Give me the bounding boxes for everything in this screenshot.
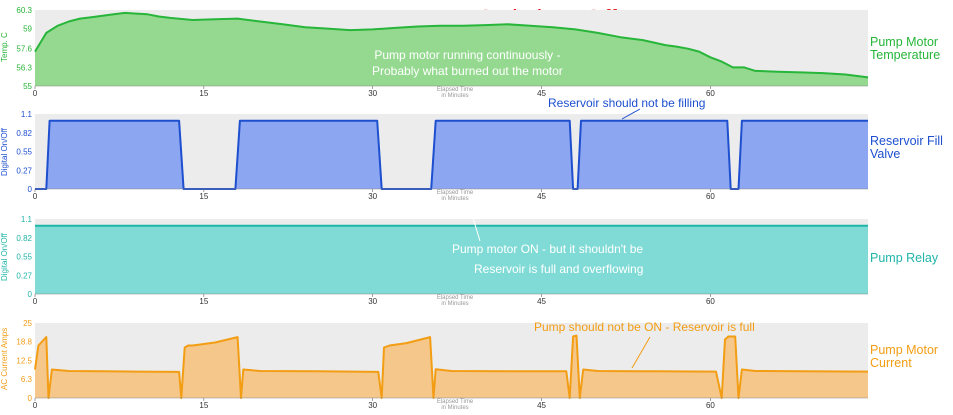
valve-y-tick-label: 0.55 xyxy=(16,148,32,157)
valve-x-axis-label-line1: Elapsed Time xyxy=(437,190,474,196)
relay-annotation: Pump motor ON - but it shouldn't be Rese… xyxy=(452,239,643,279)
temperature-annotation-line2: Probably what burned out the motor xyxy=(372,64,563,78)
valve-side-label-line1: Reservoir Fill xyxy=(870,134,943,148)
current-side-label-line1: Pump Motor xyxy=(870,343,939,357)
current-annotation: Pump should not be ON - Reservoir is ful… xyxy=(534,320,755,334)
current-x-tick-label: 60 xyxy=(706,401,715,410)
valve-x-tick-label: 60 xyxy=(706,192,715,201)
valve-y-tick-label: 0 xyxy=(28,185,33,194)
valve-side-label-line2: Valve xyxy=(870,147,901,161)
temperature-panel: 60.3 59 57.6 56.3 55 0 15 30 45 60 Elapsed Time in … xyxy=(0,0,953,100)
valve-annotation-pointer xyxy=(621,108,641,120)
valve-panel: 1.1 0.82 0.55 0.27 0 0 15 30 45 60 Elapsed Time in … xyxy=(0,96,953,205)
temperature-y-axis-label: Temp. C xyxy=(0,32,9,62)
relay-annotation-pointer xyxy=(472,217,481,242)
current-panel: 25 18.8 12.5 6.3 0 0 15 30 45 60 Elapsed Time in Mi… xyxy=(0,310,953,415)
current-x-axis-label-line1: Elapsed Time xyxy=(437,399,474,405)
relay-x-tick-label: 60 xyxy=(706,297,715,306)
valve-x-axis-label-line2: in Minutes xyxy=(441,196,468,202)
temperature-x-tick-label: 0 xyxy=(33,89,38,98)
relay-annotation-line1: Pump motor ON - but it shouldn't be xyxy=(452,242,644,256)
valve-y-tick-label: 0.27 xyxy=(16,167,32,176)
temperature-annotation: Pump motor running continuously - Probab… xyxy=(372,47,563,79)
temperature-y-tick-label: 55 xyxy=(23,82,32,91)
relay-x-axis-label-line1: Elapsed Time xyxy=(437,295,474,301)
current-x-tick-label: 15 xyxy=(199,401,208,410)
current-x-tick-label: 45 xyxy=(537,401,546,410)
temperature-chart: 60.3 59 57.6 56.3 550 15 30 45 60 Elapsed Timein … xyxy=(16,6,869,99)
temperature-x-tick-label: 30 xyxy=(368,89,377,98)
current-y-tick-label: 0 xyxy=(28,394,33,403)
current-series-line xyxy=(34,334,869,399)
relay-y-tick-label: 0.82 xyxy=(16,234,32,243)
current-x-tick-label: 0 xyxy=(33,401,38,410)
relay-chart: 1.1 0.82 0.55 0.27 00 15 30 45 60 Elapsed Timein … xyxy=(16,215,868,307)
temperature-x-tick-label: 45 xyxy=(537,89,546,98)
temperature-side-label-line2: Temperature xyxy=(870,48,941,62)
temperature-y-tick-label: 56.3 xyxy=(16,63,32,72)
relay-x-tick-label: 15 xyxy=(199,297,208,306)
relay-y-tick-label: 0.27 xyxy=(16,272,32,281)
temperature-y-tick-label: 60.3 xyxy=(16,6,32,15)
relay-series-area xyxy=(35,225,868,294)
relay-side-label: Pump Relay xyxy=(870,252,938,265)
valve-side-label: Reservoir Fill Valve xyxy=(870,135,943,161)
valve-x-tick-label: 0 xyxy=(33,192,38,201)
relay-y-tick-label: 0 xyxy=(28,290,33,299)
current-x-axis-label-line2: in Minutes xyxy=(441,405,468,411)
relay-x-tick-label: 45 xyxy=(537,297,546,306)
current-y-tick-label: 12.5 xyxy=(16,357,32,366)
relay-side-label-line1: Pump Relay xyxy=(870,251,939,265)
relay-y-tick-label: 1.1 xyxy=(21,215,33,224)
relay-x-tick-label: 0 xyxy=(33,297,38,306)
valve-chart: 1.1 0.82 0.55 0.27 00 15 30 45 60 Elapsed Timein … xyxy=(16,108,868,202)
current-y-tick-label: 6.3 xyxy=(21,375,33,384)
temperature-series-line xyxy=(34,11,869,79)
temperature-y-tick-label: 57.6 xyxy=(16,45,32,54)
temperature-annotation-line1: Pump motor running continuously - xyxy=(374,48,561,62)
valve-annotation: Reservoir should not be filling xyxy=(548,96,706,110)
temperature-x-tick-label: 60 xyxy=(706,89,715,98)
valve-series-area xyxy=(35,120,868,189)
temperature-series-area xyxy=(35,12,868,86)
current-side-label-line2: Current xyxy=(870,356,912,370)
current-annotation-pointer xyxy=(631,336,651,369)
temperature-y-tick-label: 59 xyxy=(23,25,32,34)
relay-panel: 1.1 0.82 0.55 0.27 0 0 15 30 45 60 Elapsed Time in … xyxy=(0,205,953,310)
temperature-x-axis-label-line1: Elapsed Time xyxy=(437,87,474,93)
relay-annotation-line2: Reservoir is full and overflowing xyxy=(474,262,644,276)
current-side-label: Pump Motor Current xyxy=(870,344,938,370)
relay-x-tick-label: 30 xyxy=(368,297,377,306)
valve-y-tick-label: 0.82 xyxy=(16,129,32,138)
temperature-side-label-line1: Pump Motor xyxy=(870,35,939,49)
valve-x-tick-label: 30 xyxy=(368,192,377,201)
relay-y-tick-label: 0.55 xyxy=(16,253,32,262)
temperature-x-axis-label-line2: in Minutes xyxy=(441,93,468,99)
current-x-tick-label: 30 xyxy=(368,401,377,410)
temperature-side-label: Pump Motor Temperature xyxy=(870,36,940,62)
temperature-x-tick-label: 15 xyxy=(199,89,208,98)
valve-series-line xyxy=(35,119,868,190)
current-y-tick-label: 25 xyxy=(23,319,32,328)
relay-x-axis-label-line2: in Minutes xyxy=(441,301,468,307)
current-y-axis-label: AC Current Amps xyxy=(0,327,9,390)
valve-x-tick-label: 45 xyxy=(537,192,546,201)
valve-y-tick-label: 1.1 xyxy=(21,110,33,119)
valve-y-axis-label: Digital On/Off xyxy=(0,128,9,176)
relay-y-axis-label: Digital On/Off xyxy=(0,233,9,281)
valve-x-tick-label: 15 xyxy=(199,192,208,201)
current-y-tick-label: 18.8 xyxy=(16,338,32,347)
